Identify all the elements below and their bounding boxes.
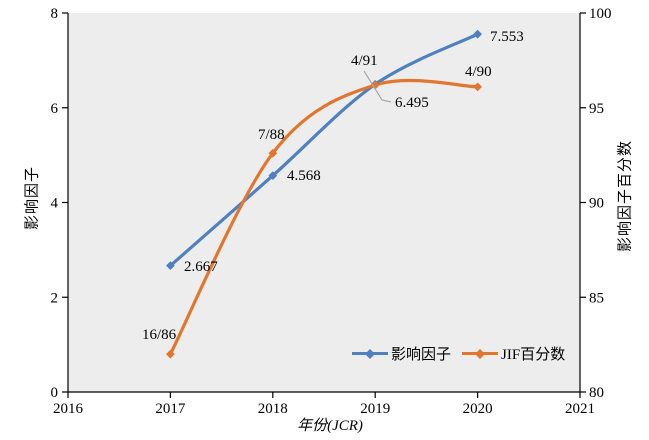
x-tick-label: 2020 bbox=[463, 401, 493, 417]
legend-marker-impact-factor bbox=[352, 348, 388, 359]
y-left-tick-label: 2 bbox=[51, 290, 59, 306]
legend: 影响因子 JIF百分数 bbox=[352, 343, 565, 364]
x-tick-label: 2018 bbox=[258, 401, 288, 417]
legend-label-impact-factor: 影响因子 bbox=[391, 347, 452, 363]
impact-factor-marker bbox=[268, 171, 278, 180]
jif-percentile-point-label: 4/91 bbox=[351, 53, 378, 69]
y-right-tick-label: 95 bbox=[589, 101, 604, 117]
impact-factor-point-label: 4.568 bbox=[287, 168, 321, 184]
jif-percentile-marker bbox=[473, 82, 482, 92]
x-tick-label: 2019 bbox=[360, 401, 390, 417]
y-left-tick-label: 6 bbox=[51, 101, 59, 117]
y-right-tick-label: 85 bbox=[589, 290, 604, 306]
legend-label-jif-percentile: JIF百分数 bbox=[501, 347, 566, 363]
y-right-tick-label: 90 bbox=[589, 196, 604, 212]
jif-percentile-point-label: 7/88 bbox=[258, 127, 285, 143]
y-axis-title-left: 影响因子 bbox=[24, 165, 41, 231]
annotation-leader-line bbox=[363, 70, 392, 103]
impact-factor-point-label: 6.495 bbox=[395, 95, 429, 111]
impact-factor-marker bbox=[166, 261, 175, 271]
x-axis-title: 年份(JCR) bbox=[297, 418, 363, 434]
y-right-tick-label: 100 bbox=[589, 6, 612, 22]
y-left-tick-label: 8 bbox=[51, 6, 59, 22]
legend-marker-jif-percentile bbox=[462, 348, 499, 359]
x-tick-label: 2017 bbox=[155, 401, 186, 417]
jif-percentile-marker bbox=[370, 80, 380, 90]
legend-item-jif-percentile: JIF百分数 bbox=[462, 343, 565, 364]
x-tick-label: 2021 bbox=[565, 401, 595, 417]
y-left-tick-label: 0 bbox=[51, 385, 59, 401]
impact-factor-line bbox=[168, 32, 480, 268]
jif-percentile-line bbox=[168, 78, 480, 356]
legend-item-impact-factor: 影响因子 bbox=[352, 343, 451, 364]
x-tick-label: 2016 bbox=[53, 401, 84, 417]
jif-percentile-marker bbox=[166, 349, 175, 359]
jif-percentile-point-label: 16/86 bbox=[142, 327, 177, 343]
impact-factor-marker bbox=[473, 29, 482, 39]
y-axis-title-right: 影响因子百分数 bbox=[617, 139, 634, 253]
impact-factor-point-label: 7.553 bbox=[490, 29, 524, 45]
plot-area bbox=[68, 13, 580, 392]
impact-factor-point-label: 2.667 bbox=[184, 259, 218, 275]
jif-percentile-point-label: 4/90 bbox=[465, 64, 492, 80]
jif-percentile-marker bbox=[268, 148, 278, 158]
y-left-tick-label: 4 bbox=[51, 196, 59, 212]
y-right-tick-label: 80 bbox=[589, 385, 604, 401]
